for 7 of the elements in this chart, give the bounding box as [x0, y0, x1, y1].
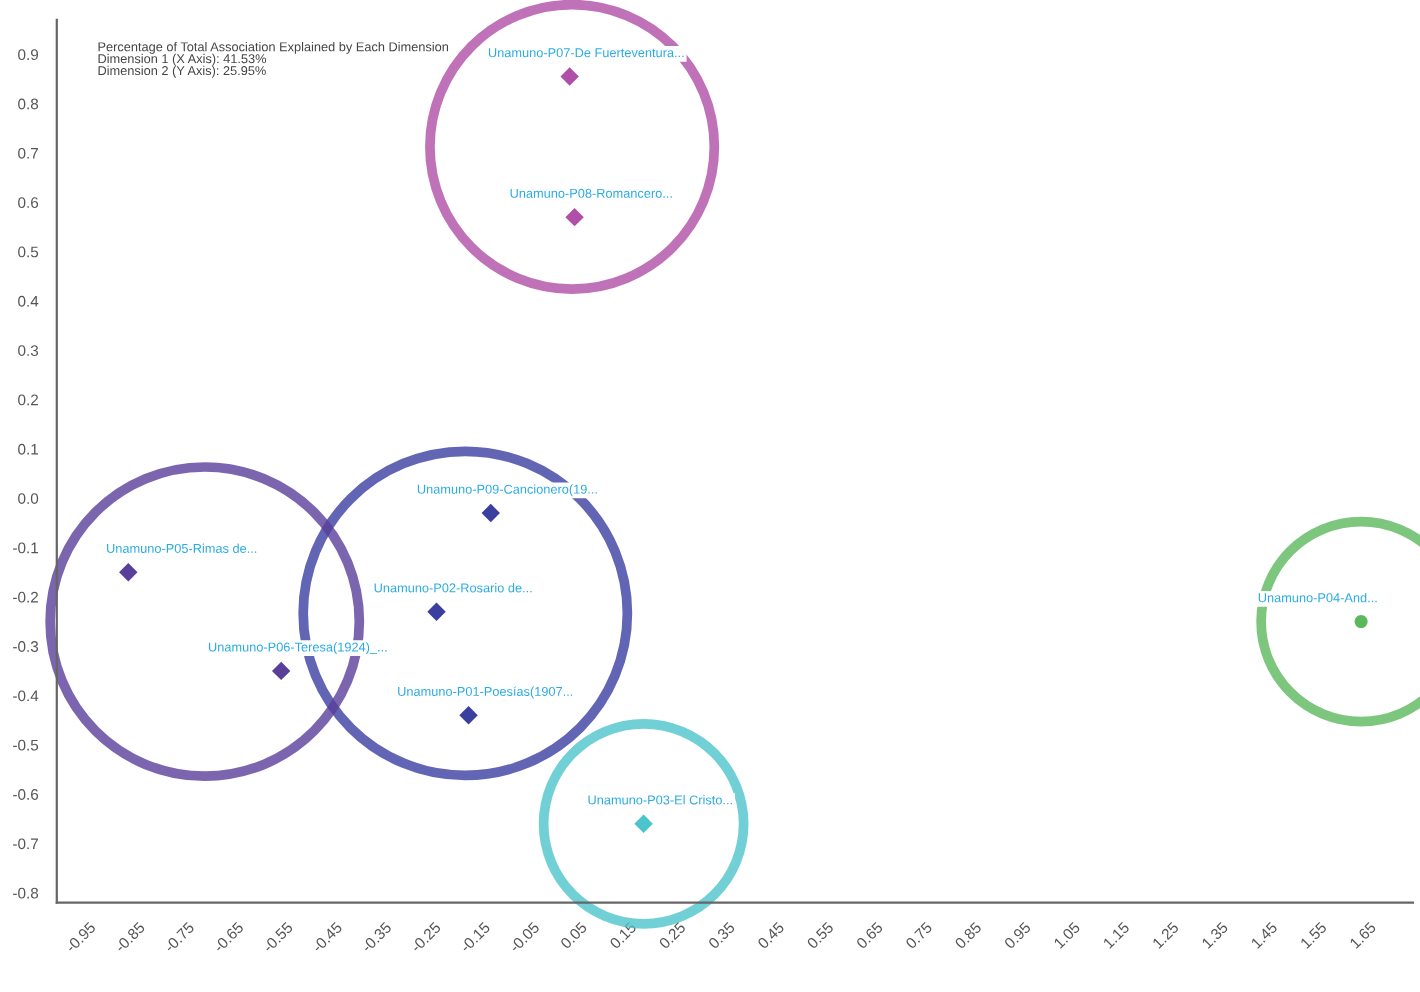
- point: [427, 602, 446, 621]
- point: [271, 661, 291, 681]
- point: [459, 706, 478, 725]
- point: [119, 563, 138, 582]
- point: [481, 503, 500, 523]
- point: [565, 207, 584, 227]
- point: [560, 67, 579, 86]
